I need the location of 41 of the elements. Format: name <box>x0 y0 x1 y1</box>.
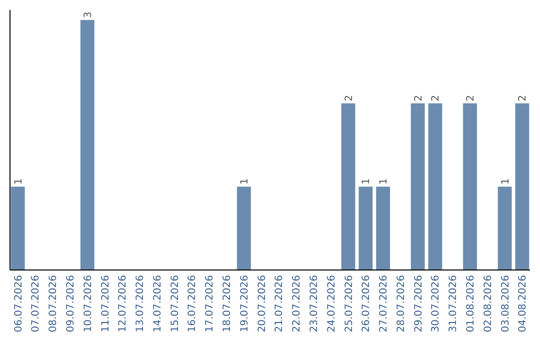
x-tick-label: 10.07.2026 <box>82 275 94 332</box>
data-label: 2 <box>344 94 355 102</box>
x-tick-label: 07.07.2026 <box>30 275 42 332</box>
x-tick-label: 30.07.2026 <box>430 275 442 332</box>
data-label: 1 <box>500 178 512 185</box>
x-tick-label: 04.08.2026 <box>518 275 529 332</box>
data-label: 2 <box>430 94 442 102</box>
x-tick-label: 14.07.2026 <box>152 275 164 332</box>
x-tick-label: 17.07.2026 <box>204 275 216 332</box>
x-tick-label: 25.07.2026 <box>344 275 355 332</box>
x-tick-label: 16.07.2026 <box>187 275 198 332</box>
x-tick-label: 21.07.2026 <box>274 275 286 332</box>
data-label: 2 <box>518 94 529 102</box>
x-tick-label: 18.07.2026 <box>222 275 234 332</box>
x-tick-label: 09.07.2026 <box>66 275 76 332</box>
x-tick-label: 31.07.2026 <box>448 275 460 332</box>
x-tick-label: 03.08.2026 <box>500 275 512 332</box>
x-tick-label: 27.07.2026 <box>378 275 390 332</box>
x-tick-label: 02.08.2026 <box>482 275 494 332</box>
data-label: 1 <box>361 178 372 185</box>
x-tick-label: 20.07.2026 <box>256 275 268 332</box>
x-tick-label: 28.07.2026 <box>396 275 407 332</box>
data-label: 1 <box>13 178 24 185</box>
x-tick-label: 12.07.2026 <box>118 275 129 332</box>
x-tick-label: 29.07.2026 <box>413 275 424 332</box>
x-tick-label: 01.08.2026 <box>466 275 476 332</box>
x-tick-label: 15.07.2026 <box>170 275 181 332</box>
data-label: 2 <box>413 94 424 102</box>
data-label: 1 <box>378 178 390 185</box>
x-tick-label: 08.07.2026 <box>48 275 60 332</box>
x-tick-label: 22.07.2026 <box>292 275 303 332</box>
x-tick-label: 24.07.2026 <box>326 275 338 332</box>
x-tick-label: 06.07.2026 <box>13 275 24 332</box>
data-label: 1 <box>239 178 250 185</box>
x-tick-label: 13.07.2026 <box>135 275 146 332</box>
x-tick-label: 11.07.2026 <box>100 275 112 332</box>
x-tick-label: 23.07.2026 <box>308 275 320 332</box>
x-tick-label: 19.07.2026 <box>239 275 250 332</box>
data-label: 3 <box>82 12 94 18</box>
x-tick-label: 26.07.2026 <box>361 275 372 332</box>
data-label: 2 <box>466 94 476 102</box>
